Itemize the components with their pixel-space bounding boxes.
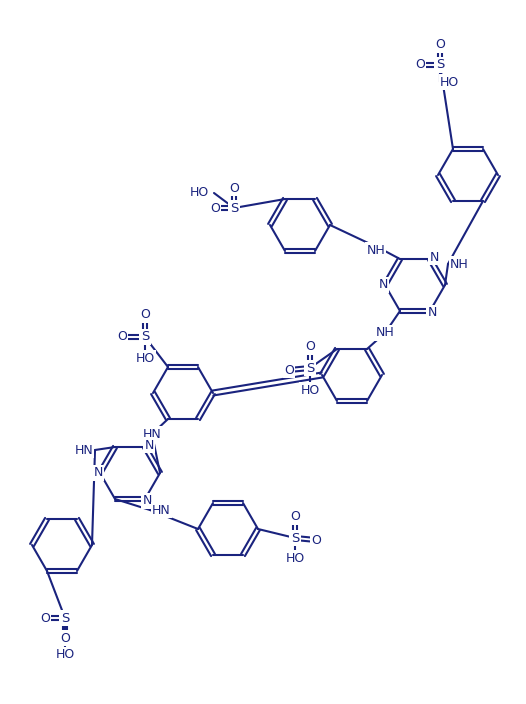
Text: S: S bbox=[291, 532, 299, 544]
Text: HN: HN bbox=[74, 444, 93, 456]
Text: O: O bbox=[117, 330, 127, 344]
Text: N: N bbox=[143, 494, 151, 508]
Text: O: O bbox=[305, 341, 315, 353]
Text: S: S bbox=[141, 330, 149, 344]
Text: HO: HO bbox=[190, 187, 209, 199]
Text: N: N bbox=[427, 306, 437, 320]
Text: NH: NH bbox=[376, 327, 394, 339]
Text: HO: HO bbox=[440, 75, 459, 89]
Text: N: N bbox=[144, 439, 154, 451]
Text: N: N bbox=[429, 251, 439, 263]
Text: O: O bbox=[290, 510, 300, 524]
Text: HO: HO bbox=[55, 648, 75, 662]
Text: O: O bbox=[311, 534, 321, 546]
Text: O: O bbox=[60, 631, 70, 644]
Text: O: O bbox=[40, 612, 50, 624]
Text: S: S bbox=[306, 361, 314, 375]
Text: NH: NH bbox=[450, 258, 469, 270]
Text: O: O bbox=[435, 39, 445, 51]
Text: O: O bbox=[229, 182, 239, 194]
Text: NH: NH bbox=[366, 244, 385, 256]
Text: HO: HO bbox=[300, 384, 320, 396]
Text: S: S bbox=[230, 201, 238, 215]
Text: O: O bbox=[415, 58, 425, 72]
Text: HN: HN bbox=[143, 427, 161, 441]
Text: O: O bbox=[284, 363, 294, 377]
Text: S: S bbox=[436, 58, 444, 72]
Text: HO: HO bbox=[135, 351, 155, 365]
Text: S: S bbox=[61, 612, 69, 624]
Text: N: N bbox=[93, 467, 103, 479]
Text: HN: HN bbox=[152, 503, 171, 517]
Text: N: N bbox=[378, 279, 388, 291]
Text: O: O bbox=[210, 201, 220, 215]
Text: HO: HO bbox=[286, 551, 305, 565]
Text: O: O bbox=[140, 308, 150, 322]
